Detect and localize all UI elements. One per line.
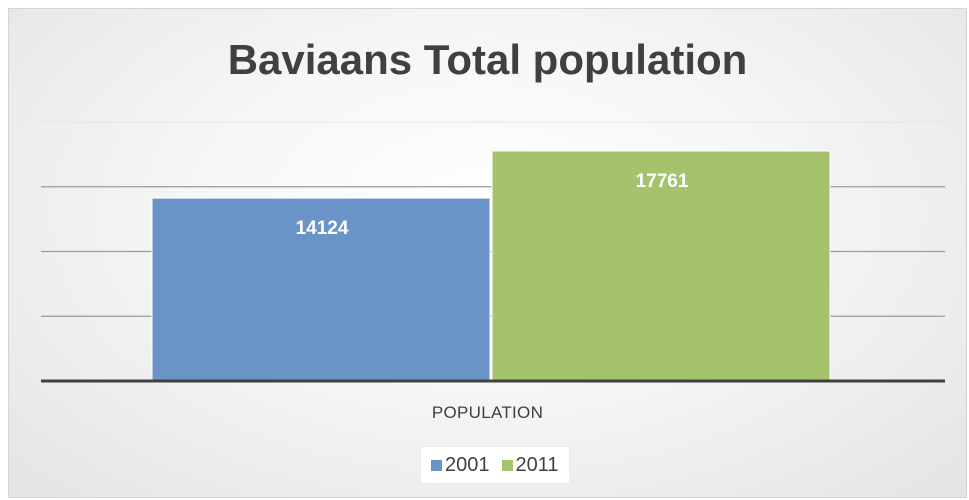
legend: 2001 2011 [420, 446, 570, 484]
legend-item-2001: 2001 [431, 454, 490, 477]
legend-swatch-2001 [431, 459, 442, 471]
legend-label-2011: 2011 [515, 453, 559, 476]
legend-swatch-2011 [501, 459, 513, 471]
chart-title: Baviaans Total population [227, 36, 748, 83]
data-label-2001: 14124 [296, 218, 349, 239]
plot-area: 14124 17761 [41, 121, 945, 383]
chart-frame: Baviaans Total population 14124 17761 POP… [8, 8, 967, 498]
legend-label-2001: 2001 [445, 453, 490, 476]
legend-item-2011: 2011 [501, 453, 559, 477]
bar-2011 [491, 150, 831, 382]
x-category-label: POPULATION [431, 403, 544, 422]
data-label-2011: 17761 [636, 171, 689, 192]
